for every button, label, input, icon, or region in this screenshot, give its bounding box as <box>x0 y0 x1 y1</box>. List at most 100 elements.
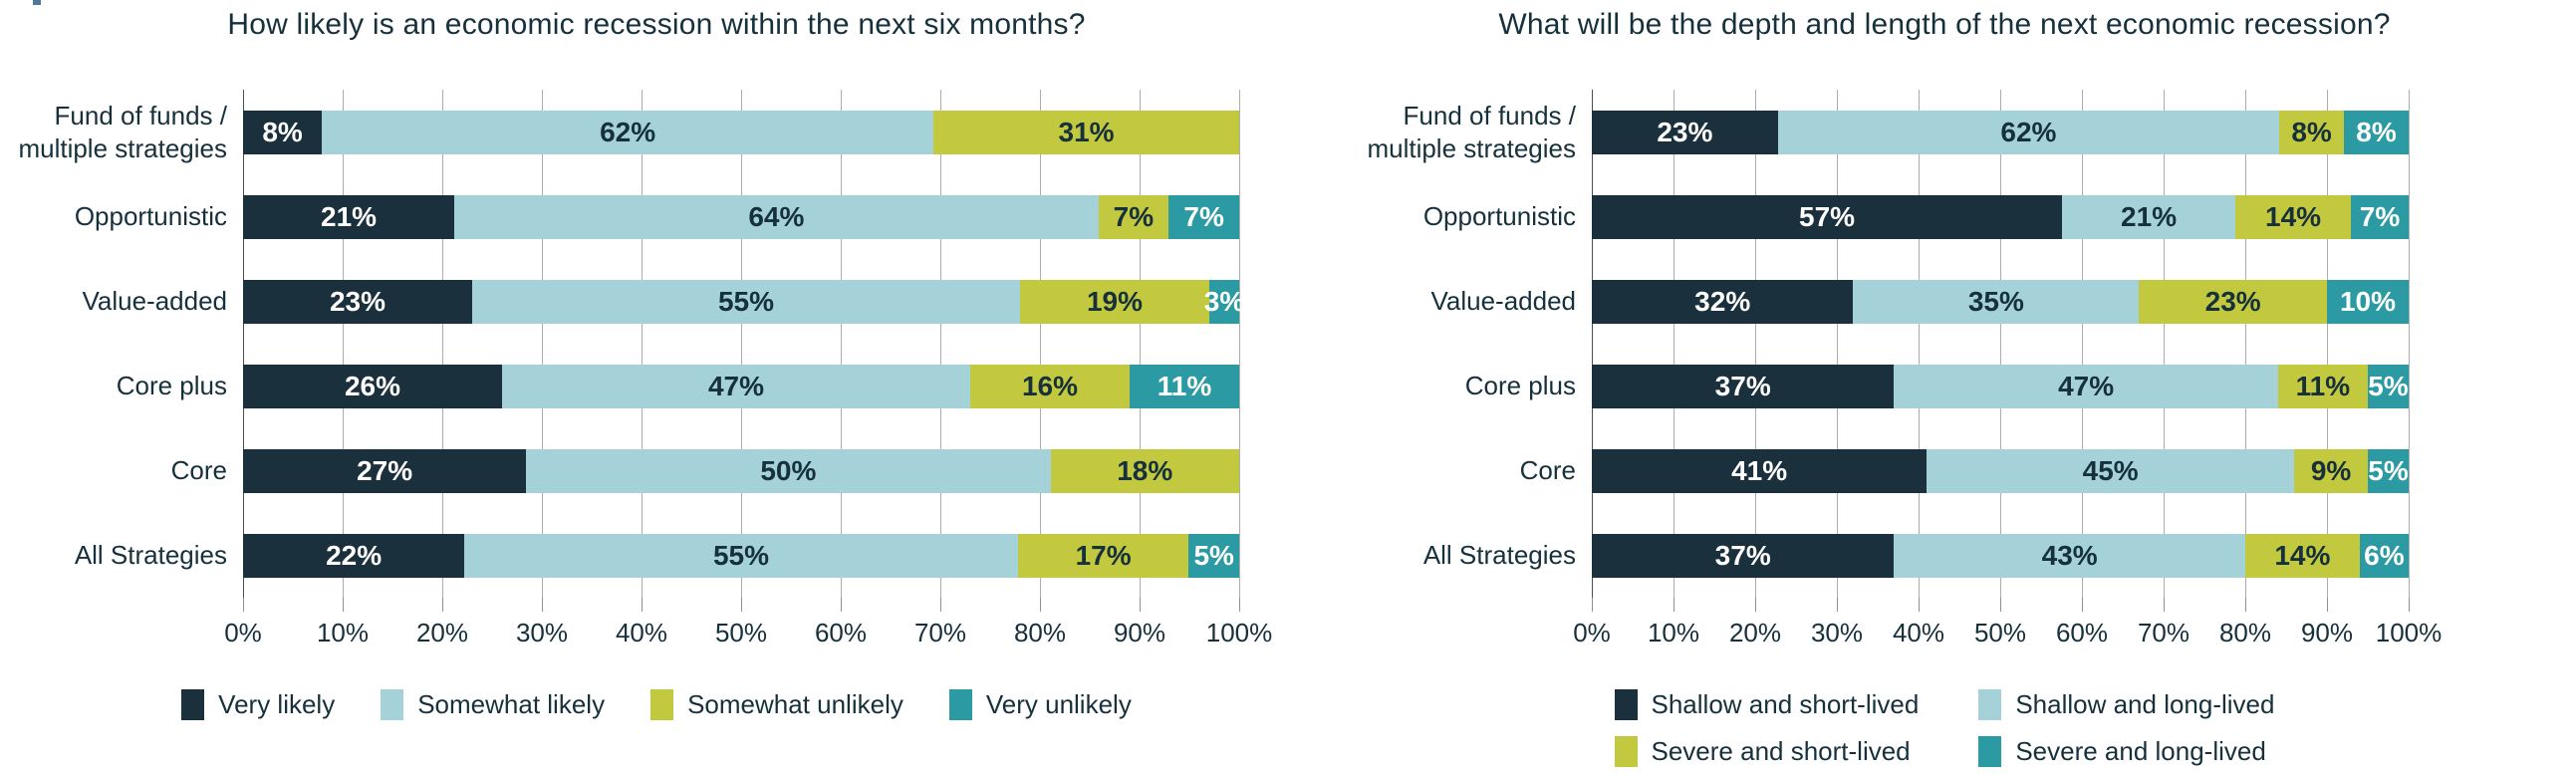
bar-segment-value: 62% <box>2000 116 2057 147</box>
axis-tick <box>1239 598 1240 612</box>
axis-tick-label: 40% <box>615 618 668 647</box>
legend: Very likely Somewhat likely Somewhat unlik… <box>0 689 1313 720</box>
bar-segment-value: 64% <box>748 200 805 232</box>
axis-tick-label: 100% <box>1205 618 1273 647</box>
gridline <box>2082 90 2083 598</box>
bar-segment: 22% <box>243 533 465 578</box>
bar-segment-value: 23% <box>2204 285 2261 317</box>
axis-tick-label: 60% <box>814 618 868 647</box>
category-label: Opportunistic <box>1422 201 1576 232</box>
stacked-bar: 37% 43% 14% 6% <box>1592 533 2409 578</box>
stacked-bar: 32% 35% 23% 10% <box>1592 279 2409 324</box>
axis-tick-label: 10% <box>1647 618 1700 647</box>
bar-segment-value: 55% <box>717 285 775 317</box>
bar-segment-value: 37% <box>1714 539 1771 571</box>
gridline <box>2409 90 2410 598</box>
gridline <box>442 90 443 598</box>
chart-area: Fund of funds / multiple strategies 8% 62%… <box>0 90 1313 655</box>
bar-row: Core plus 37% 47% 11% 5% <box>1465 344 2409 428</box>
legend-label: Somewhat likely <box>417 689 606 719</box>
bar-segment: 7% <box>2351 194 2409 239</box>
bar-segment: 17% <box>1017 533 1189 578</box>
bar-segment-value: 7% <box>1113 200 1155 232</box>
bar-row: All Strategies 22% 55% 17% 5% <box>75 513 1239 598</box>
bar-segment-value: 22% <box>326 539 383 571</box>
axis-tick <box>2327 598 2328 612</box>
legend-swatch <box>381 689 404 720</box>
stacked-bar: 21% 64% 7% 7% <box>243 194 1239 239</box>
bar-segment: 19% <box>1020 279 1209 324</box>
gridline <box>2245 90 2246 598</box>
axis-tick <box>1919 598 1920 612</box>
stacked-bar: 23% 55% 19% 3% <box>243 279 1244 324</box>
chart-title: What will be the depth and length of the… <box>1498 8 2391 41</box>
cropped-text-artifact <box>33 0 41 5</box>
legend-swatch <box>1614 736 1638 767</box>
axis-tick-label: 70% <box>2137 618 2190 647</box>
bar-segment: 55% <box>464 533 1018 578</box>
axis-tick <box>940 598 941 612</box>
legend-item: Shallow and short-lived <box>1614 689 1920 720</box>
bar-segment-value: 5% <box>1193 539 1234 571</box>
legend-label: Shallow and short-lived <box>1651 689 1920 719</box>
axis-tick-label: 50% <box>714 618 768 647</box>
legend-item: Very likely <box>181 689 335 720</box>
bar-segment: 62% <box>1777 110 2280 154</box>
stacked-bar: 27% 50% 18% <box>243 448 1239 493</box>
axis-tick <box>243 598 244 612</box>
bar-segment: 32% <box>1592 279 1854 324</box>
bar-segment-value: 55% <box>712 539 770 571</box>
category-label: Value-added <box>1430 286 1576 317</box>
bar-row: Opportunistic 57% 21% 14% 7% <box>1423 174 2409 259</box>
legend-label: Somewhat unlikely <box>687 689 903 719</box>
bar-segment-value: 47% <box>2058 370 2115 401</box>
axis-tick-label: 40% <box>1892 618 1945 647</box>
bar-segment-value: 8% <box>2356 116 2397 147</box>
bar-segment-value: 9% <box>2310 454 2352 486</box>
stacked-bar: 22% 55% 17% 5% <box>243 533 1239 578</box>
legend-swatch <box>948 689 972 720</box>
bar-segment: 31% <box>933 110 1239 154</box>
axis-tick <box>542 598 543 612</box>
gridline <box>841 90 842 598</box>
gridline <box>741 90 742 598</box>
legend-label: Severe and short-lived <box>1651 736 1911 766</box>
bar-segment-value: 11% <box>1157 370 1212 401</box>
bar-segment: 16% <box>970 364 1130 408</box>
bar-segment-value: 19% <box>1086 285 1144 317</box>
bar-segment: 7% <box>1168 194 1239 239</box>
bar-segment-value: 62% <box>600 116 656 147</box>
legend-swatch <box>650 689 674 720</box>
legend-item: Shallow and long-lived <box>1978 689 2274 720</box>
bar-row: Core 41% 45% 9% 5% <box>1520 428 2409 513</box>
axis-tick-label: 50% <box>1973 618 2027 647</box>
stacked-bar: 23% 62% 8% 8% <box>1592 110 2409 154</box>
category-label: Core plus <box>1464 371 1576 401</box>
bar-segment: 6% <box>2359 533 2409 578</box>
gridline <box>1040 90 1041 598</box>
bar-segment-value: 41% <box>1731 454 1788 486</box>
legend-item: Severe and short-lived <box>1614 736 1920 767</box>
axis-tick <box>841 598 842 612</box>
category-label: All Strategies <box>1422 540 1576 571</box>
bar-row: Core plus 26% 47% 16% 11% <box>117 344 1239 428</box>
chart-area: Fund of funds / multiple strategies 23% 62… <box>1313 90 2576 655</box>
bar-segment: 57% <box>1592 194 2063 239</box>
bar-segment: 41% <box>1592 448 1928 493</box>
legend-swatch <box>181 689 205 720</box>
axis-tick <box>1040 598 1041 612</box>
category-label: Value-added <box>82 286 227 317</box>
bar-segment-value: 8% <box>2291 116 2332 147</box>
axis-tick-label: 0% <box>224 618 262 647</box>
bar-segment-value: 35% <box>1967 285 2024 317</box>
category-label: Core plus <box>116 371 227 401</box>
axis-tick-label: 20% <box>415 618 469 647</box>
x-axis: 0% 10% 20% 30% 40% 50% 60% 70% 80% 90% 100% <box>1573 598 2442 655</box>
bar-row: Value-added 23% 55% 19% 3% <box>82 259 1244 344</box>
category-label: Core <box>1519 455 1576 486</box>
bar-segment: 23% <box>1592 110 1778 154</box>
gridline <box>343 90 344 598</box>
category-label: All Strategies <box>74 540 227 571</box>
